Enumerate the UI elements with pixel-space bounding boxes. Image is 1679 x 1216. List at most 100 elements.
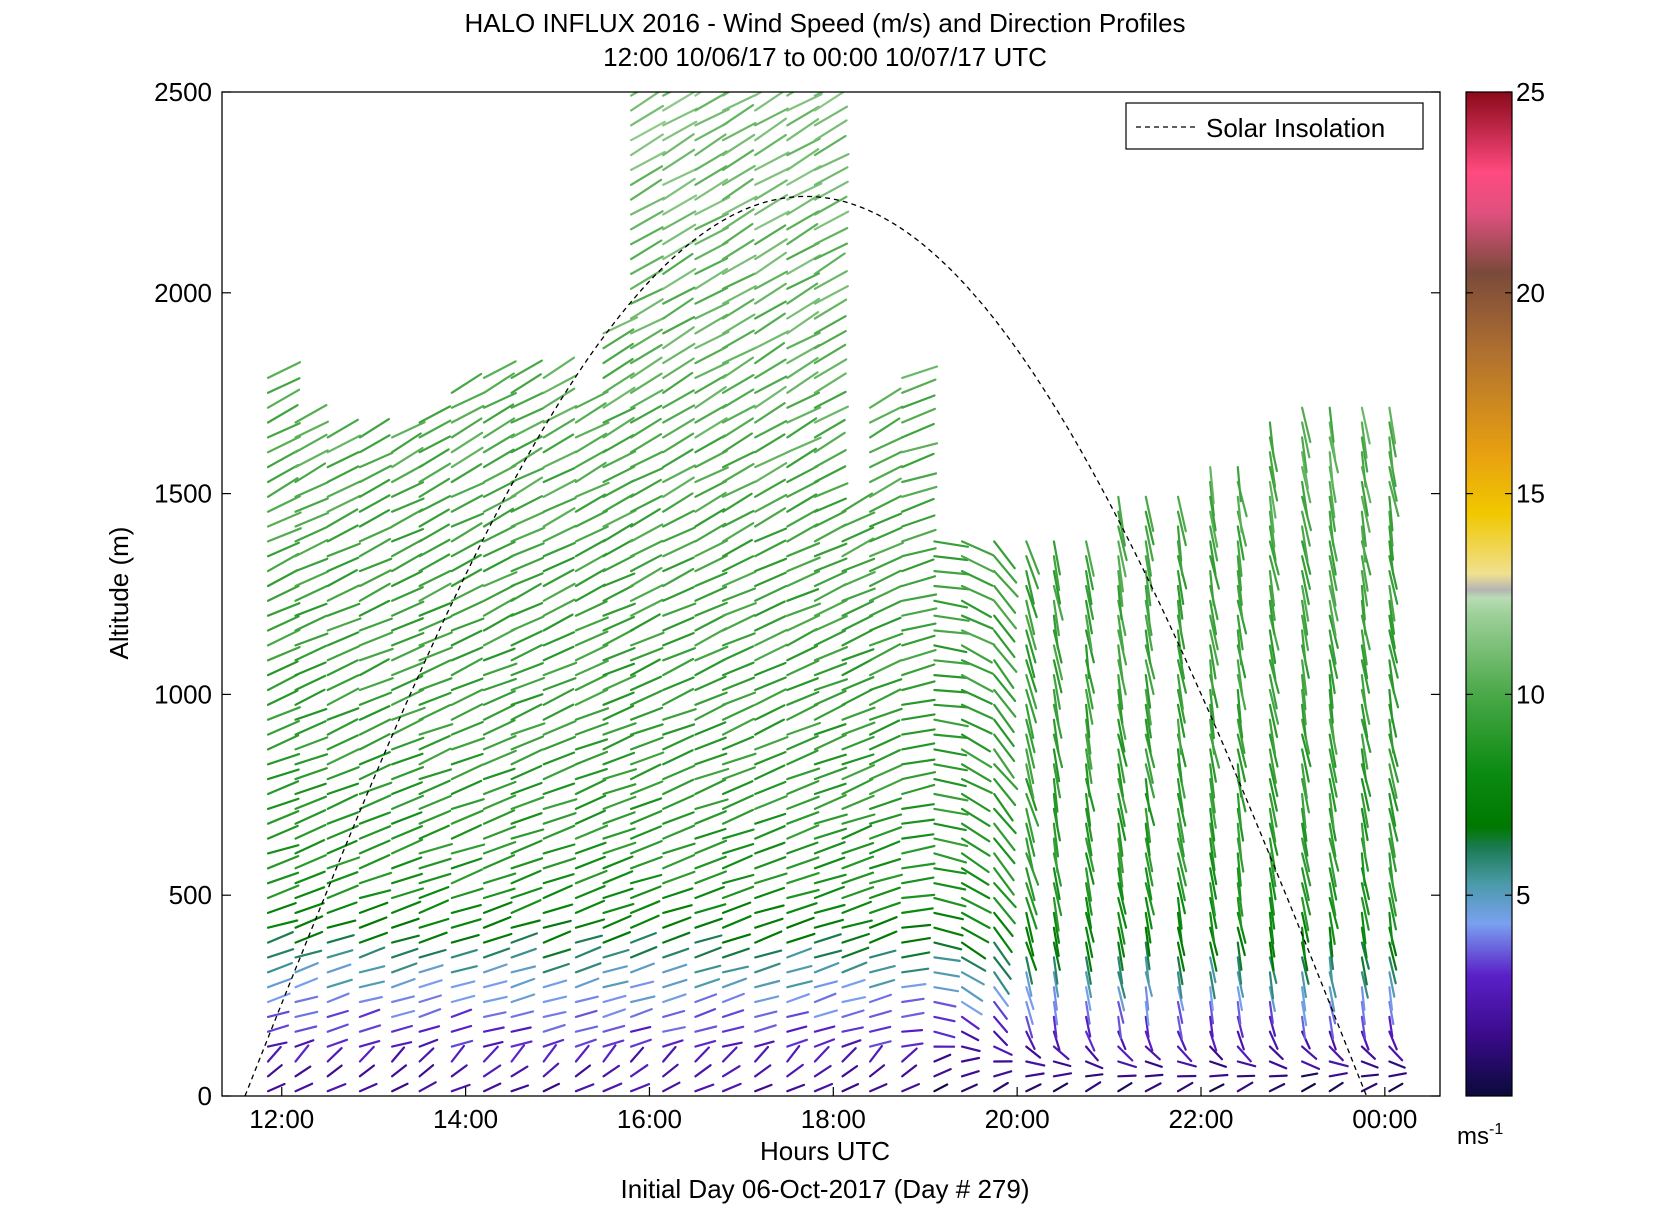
wind-vector bbox=[510, 467, 545, 484]
wind-vector bbox=[294, 1044, 310, 1063]
wind-vector bbox=[1144, 1082, 1162, 1093]
wind-vector bbox=[933, 614, 970, 622]
wind-vector bbox=[602, 870, 634, 885]
wind-vector bbox=[868, 658, 903, 677]
wind-vector bbox=[993, 867, 1015, 896]
wind-vector bbox=[813, 949, 843, 959]
wind-vector bbox=[694, 404, 728, 424]
wind-vector bbox=[662, 223, 697, 246]
wind-vector bbox=[721, 691, 757, 706]
wind-vector bbox=[482, 1026, 505, 1033]
wind-vector bbox=[813, 343, 847, 365]
wind-vector bbox=[629, 839, 663, 855]
wind-vector bbox=[1328, 451, 1335, 490]
wind-vector bbox=[450, 391, 485, 409]
wind-vector bbox=[602, 316, 639, 335]
wind-vector bbox=[813, 918, 845, 929]
wind-vector bbox=[1268, 822, 1279, 856]
wind-vector bbox=[721, 133, 756, 157]
wind-vector bbox=[358, 825, 392, 840]
wind-vector bbox=[694, 946, 722, 959]
wind-vector bbox=[629, 914, 660, 929]
wind-vector bbox=[542, 507, 576, 528]
wind-vector bbox=[266, 511, 302, 528]
wind-vector bbox=[266, 361, 302, 379]
wind-vector bbox=[510, 407, 545, 424]
wind-vector bbox=[358, 853, 391, 870]
wind-vector bbox=[786, 542, 821, 558]
wind-vector bbox=[510, 1026, 532, 1033]
wind-vector bbox=[1360, 1082, 1378, 1093]
wind-vector bbox=[960, 540, 995, 557]
wind-vector bbox=[721, 915, 752, 929]
wind-vector bbox=[721, 901, 752, 915]
wind-vector bbox=[662, 492, 694, 513]
wind-vector bbox=[391, 872, 423, 885]
wind-vector bbox=[542, 496, 577, 513]
wind-vector bbox=[326, 465, 360, 484]
wind-vector bbox=[1360, 451, 1367, 488]
wind-vector bbox=[813, 1064, 832, 1078]
wind-vector bbox=[542, 1044, 558, 1063]
wind-vector bbox=[868, 387, 902, 409]
wind-vector bbox=[602, 416, 635, 439]
wind-vector bbox=[841, 961, 868, 974]
wind-vector bbox=[574, 421, 610, 439]
wind-vector bbox=[358, 931, 388, 944]
wind-vector bbox=[266, 871, 300, 885]
wind-vector bbox=[813, 153, 850, 171]
wind-vector bbox=[1300, 614, 1310, 652]
wind-vector bbox=[391, 794, 424, 811]
wind-vector bbox=[574, 688, 609, 706]
wind-vector bbox=[694, 417, 728, 439]
wind-vector bbox=[960, 629, 996, 646]
wind-vector bbox=[1300, 1060, 1321, 1071]
wind-vector bbox=[694, 778, 727, 796]
wind-vector bbox=[694, 522, 727, 543]
wind-vector bbox=[510, 828, 545, 840]
wind-vector bbox=[542, 919, 572, 929]
wind-vector bbox=[1328, 659, 1336, 695]
wind-vector bbox=[1052, 1060, 1072, 1068]
wind-vector bbox=[482, 507, 515, 528]
wind-vector bbox=[960, 911, 991, 930]
wind-vector bbox=[721, 463, 755, 484]
wind-vector bbox=[694, 810, 727, 825]
wind-vector bbox=[786, 749, 819, 766]
wind-vector bbox=[1268, 451, 1277, 488]
wind-vector bbox=[266, 584, 300, 602]
wind-vector bbox=[510, 693, 544, 706]
wind-vector bbox=[629, 133, 664, 157]
wind-vector bbox=[450, 538, 483, 558]
wind-vector bbox=[901, 758, 936, 766]
wind-vector bbox=[1052, 540, 1062, 576]
wind-vector bbox=[574, 794, 607, 811]
wind-vector bbox=[662, 432, 695, 454]
wind-vector bbox=[960, 763, 992, 783]
wind-vector bbox=[901, 648, 937, 662]
wind-vector bbox=[841, 688, 873, 706]
wind-vector bbox=[266, 527, 302, 543]
wind-vector bbox=[1117, 1082, 1133, 1093]
wind-vector bbox=[721, 480, 757, 498]
wind-vector bbox=[754, 841, 786, 855]
wind-vector bbox=[358, 1008, 381, 1019]
wind-vector bbox=[813, 405, 850, 424]
wind-vector bbox=[1209, 466, 1215, 505]
wind-vector bbox=[754, 134, 787, 157]
wind-vector bbox=[1360, 986, 1366, 1011]
wind-vector bbox=[602, 887, 634, 900]
wind-vector bbox=[901, 818, 936, 825]
wind-vector bbox=[868, 857, 902, 870]
wind-vector bbox=[901, 936, 932, 944]
wind-vector bbox=[1025, 1030, 1036, 1051]
wind-vector bbox=[1236, 986, 1244, 1012]
wind-vector bbox=[960, 584, 995, 602]
wind-vector bbox=[813, 298, 848, 320]
wind-vector bbox=[391, 900, 422, 915]
wind-vector bbox=[662, 326, 695, 350]
wind-vector bbox=[1328, 406, 1335, 443]
wind-vector bbox=[754, 643, 788, 662]
wind-vector bbox=[1209, 807, 1216, 842]
wind-vector bbox=[1236, 733, 1248, 768]
